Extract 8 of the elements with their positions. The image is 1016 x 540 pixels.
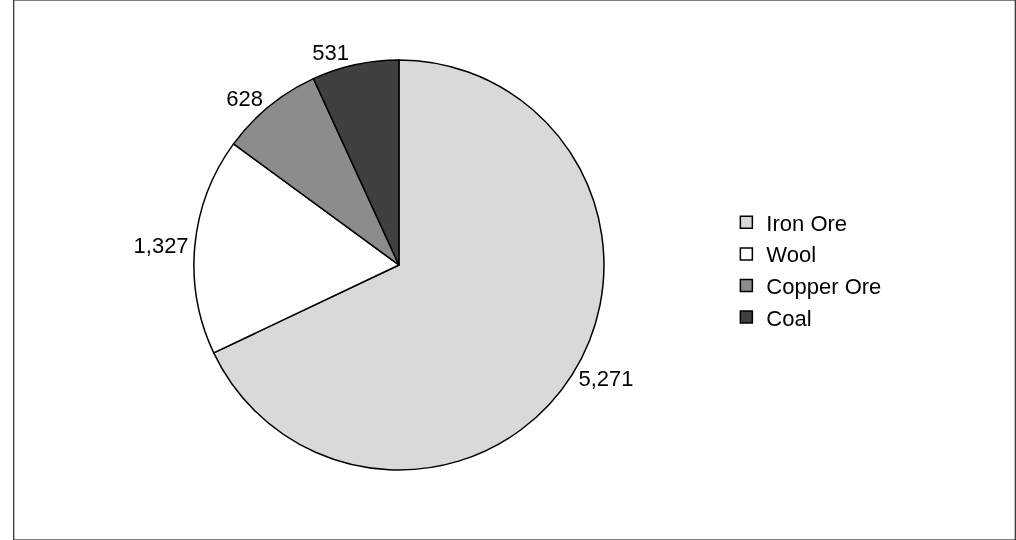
data-label: 628	[226, 86, 264, 112]
data-label: 5,271	[578, 365, 634, 391]
legend-label: Copper Ore	[766, 274, 882, 300]
legend-label: Iron Ore	[766, 210, 848, 236]
legend-label: Coal	[766, 305, 812, 331]
data-label: 1,327	[133, 233, 189, 259]
data-label: 531	[312, 40, 349, 66]
legend-label: Wool	[766, 242, 817, 268]
